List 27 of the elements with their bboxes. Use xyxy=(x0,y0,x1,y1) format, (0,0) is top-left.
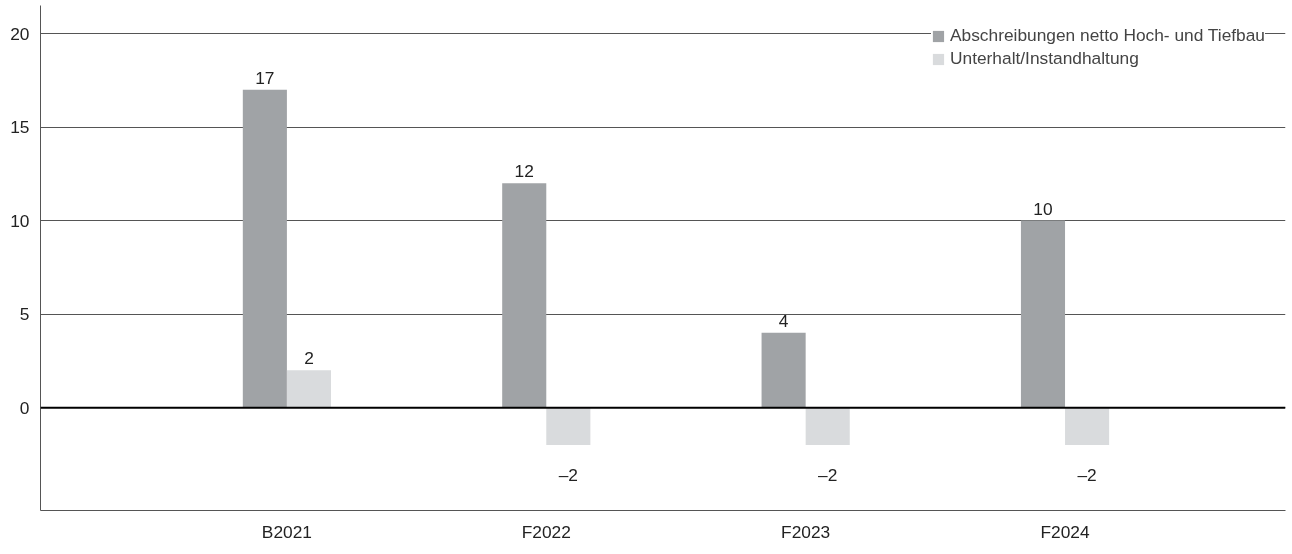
bar xyxy=(1020,220,1066,408)
bar xyxy=(805,407,850,446)
legend-label: Unterhalt/Instandhaltung xyxy=(949,48,1139,69)
bar xyxy=(1065,407,1110,446)
legend-label: Abschreibungen netto Hoch- und Tiefbau xyxy=(949,25,1265,46)
y-tick-label: 20 xyxy=(10,23,30,44)
x-tick-label: F2023 xyxy=(781,521,831,542)
y-tick-label: 0 xyxy=(19,397,30,418)
data-label: –2 xyxy=(558,465,578,486)
data-label: 4 xyxy=(778,310,789,331)
data-label: 10 xyxy=(1033,198,1053,219)
data-label: 17 xyxy=(255,67,275,88)
y-tick-label: 10 xyxy=(10,210,30,231)
x-tick-label: B2021 xyxy=(261,521,312,542)
bar xyxy=(286,370,331,408)
data-label: 12 xyxy=(514,161,534,182)
x-tick-label: F2022 xyxy=(521,521,571,542)
data-label: –2 xyxy=(818,465,838,486)
y-tick-label: 15 xyxy=(10,117,30,138)
data-label: –2 xyxy=(1077,465,1097,486)
data-label: 2 xyxy=(304,348,314,369)
x-tick-label: F2024 xyxy=(1040,521,1090,542)
bar xyxy=(502,183,547,408)
bar xyxy=(546,407,591,446)
bar xyxy=(242,89,287,408)
y-tick-label: 5 xyxy=(19,304,30,325)
bar xyxy=(761,332,806,408)
